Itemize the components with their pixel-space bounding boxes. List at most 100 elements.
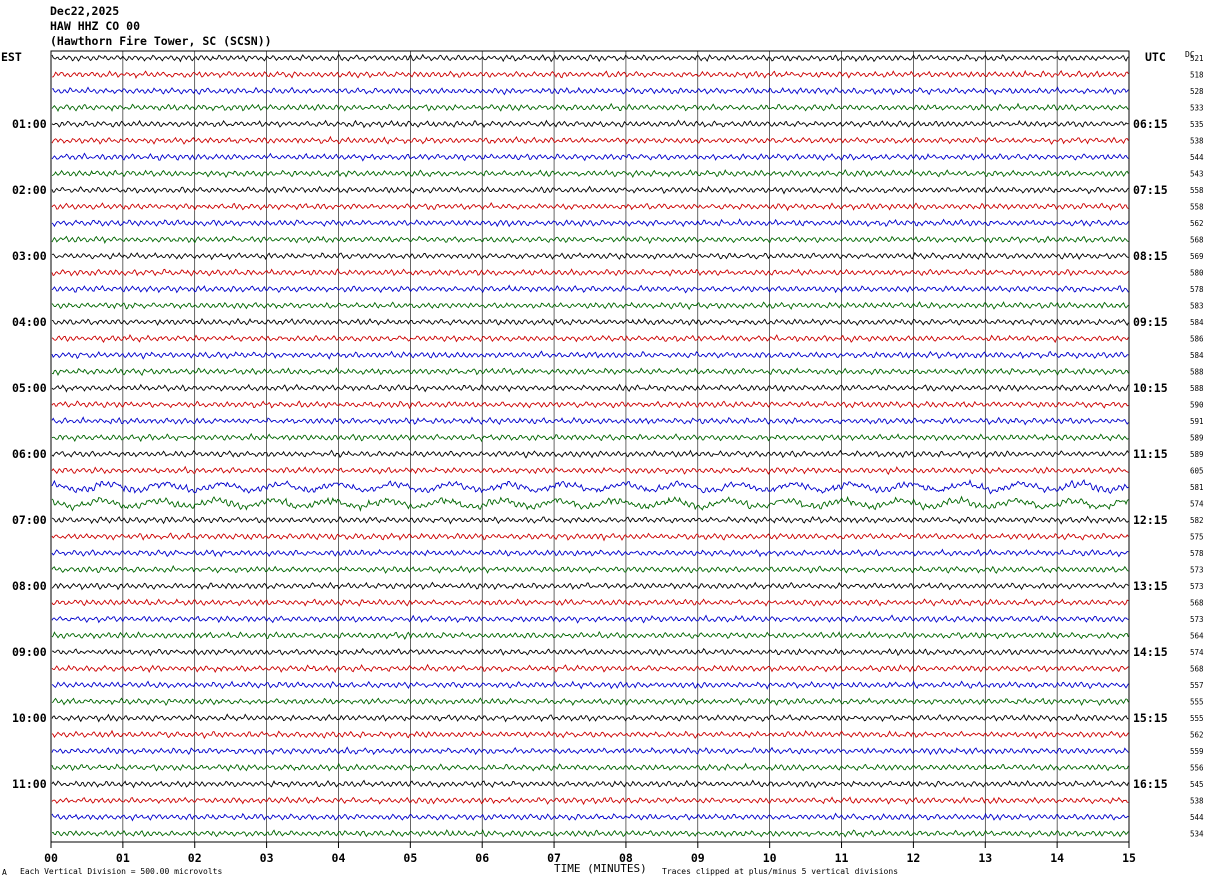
plot-frame — [50, 50, 1130, 843]
seismic-trace — [51, 235, 1129, 245]
corner-mark: A — [2, 868, 7, 877]
dc-offset-value: 582 — [1190, 516, 1204, 525]
dc-offset-value: 555 — [1190, 714, 1204, 723]
left-zone-label: EST — [1, 50, 22, 64]
dc-offset-value: 583 — [1190, 302, 1204, 311]
dc-offset-value: 574 — [1190, 648, 1204, 657]
seismic-trace — [51, 333, 1129, 344]
header-channel: HAW HHZ CO 00 — [50, 19, 141, 33]
dc-offset-value: 521 — [1190, 54, 1204, 63]
est-hour-label: 06:00 — [12, 447, 47, 461]
dc-label: DC — [1185, 50, 1195, 59]
seismic-trace — [51, 102, 1129, 112]
x-tick-label: 13 — [978, 851, 992, 865]
dc-offset-value: 528 — [1190, 87, 1204, 96]
seismic-trace — [51, 69, 1129, 80]
dc-offset-value: 543 — [1190, 170, 1204, 179]
seismic-trace — [51, 548, 1129, 558]
seismic-trace — [51, 796, 1129, 806]
utc-hour-label: 11:15 — [1133, 447, 1168, 461]
x-tick-label: 02 — [188, 851, 202, 865]
dc-offset-value: 573 — [1190, 566, 1204, 575]
x-tick-label: 12 — [906, 851, 920, 865]
scale-note: Each Vertical Division = 500.00 microvol… — [20, 867, 223, 876]
seismic-trace — [51, 119, 1129, 129]
est-hour-label: 11:00 — [12, 777, 47, 791]
dc-offset-value: 590 — [1190, 401, 1204, 410]
seismic-trace — [51, 251, 1129, 261]
clip-note: Traces clipped at plus/minus 5 vertical … — [662, 867, 899, 876]
x-axis-title: TIME (MINUTES) — [554, 862, 647, 875]
grid — [122, 51, 1058, 842]
utc-hour-label: 15:15 — [1133, 711, 1168, 725]
dc-offset-value: 545 — [1190, 780, 1204, 789]
hour-labels: 01:00 06:15 02:00 07:15 03:00 08:15 04:00 09:15… — [12, 117, 1168, 791]
dc-offset-value: 574 — [1190, 500, 1204, 509]
seismic-trace — [51, 779, 1129, 789]
x-tick-label: 00 — [44, 851, 58, 865]
dc-offset-value: 564 — [1190, 632, 1204, 641]
dc-offset-value: 538 — [1190, 797, 1204, 806]
dc-offset-value: 555 — [1190, 698, 1204, 707]
x-tick-label: 09 — [691, 851, 705, 865]
dc-offset-value: 586 — [1190, 335, 1204, 344]
dc-offset-value: 518 — [1190, 71, 1204, 80]
est-hour-label: 01:00 — [12, 117, 47, 131]
x-tick-label: 15 — [1122, 851, 1136, 865]
est-hour-label: 05:00 — [12, 381, 47, 395]
dc-offset-value: 544 — [1190, 813, 1204, 822]
dc-offset-value: 584 — [1190, 318, 1204, 327]
dc-offset-value: 591 — [1190, 417, 1204, 426]
seismic-trace — [51, 152, 1129, 162]
est-hour-label: 09:00 — [12, 645, 47, 659]
seismic-trace — [51, 598, 1129, 607]
est-hour-label: 02:00 — [12, 183, 47, 197]
seismic-trace — [51, 168, 1129, 179]
x-tick-label: 05 — [403, 851, 417, 865]
right-zone-label: UTC — [1145, 50, 1166, 64]
dc-offset-value: 544 — [1190, 153, 1204, 162]
x-tick-label: 03 — [260, 851, 274, 865]
dc-offset-value: 584 — [1190, 351, 1204, 360]
seismic-trace — [51, 350, 1129, 360]
dc-offset-value: 557 — [1190, 681, 1204, 690]
seismic-trace — [51, 449, 1129, 459]
utc-hour-label: 14:15 — [1133, 645, 1168, 659]
seismic-trace — [51, 581, 1129, 591]
seismic-trace — [51, 680, 1129, 690]
seismic-trace — [51, 367, 1129, 377]
dc-offset-value: 589 — [1190, 434, 1204, 443]
utc-hour-label: 12:15 — [1133, 513, 1168, 527]
dc-offset-value: 535 — [1190, 120, 1204, 129]
seismic-trace — [51, 135, 1129, 145]
x-tick-label: 06 — [475, 851, 489, 865]
dc-offset-value: 588 — [1190, 368, 1204, 377]
dc-offset-value: 533 — [1190, 104, 1204, 113]
seismic-trace — [51, 202, 1129, 212]
utc-hour-label: 06:15 — [1133, 117, 1168, 131]
est-hour-label: 08:00 — [12, 579, 47, 593]
seismic-trace — [51, 495, 1129, 513]
seismic-trace — [51, 746, 1129, 756]
seismic-trace — [51, 416, 1129, 426]
utc-hour-label: 10:15 — [1133, 381, 1168, 395]
x-tick-label: 01 — [116, 851, 130, 865]
seismic-trace — [51, 86, 1129, 96]
dc-offset-value: 589 — [1190, 450, 1204, 459]
seismic-trace — [51, 663, 1129, 674]
dc-offset-labels: 521 518 528 533 535 538 544 543 558 558 562 568 569 5… — [1190, 54, 1204, 839]
x-ticks: 00 01 02 03 04 05 06 07 08 09 10 11 12 13 14 15 — [44, 842, 1136, 865]
seismic-trace — [51, 812, 1129, 822]
seismic-trace — [51, 185, 1129, 195]
seismic-trace — [51, 317, 1129, 327]
utc-hour-label: 09:15 — [1133, 315, 1168, 329]
est-hour-label: 07:00 — [12, 513, 47, 527]
dc-offset-value: 580 — [1190, 269, 1204, 278]
seismic-trace — [51, 432, 1129, 443]
seismic-trace — [51, 284, 1129, 294]
x-tick-label: 04 — [332, 851, 346, 865]
dc-offset-value: 569 — [1190, 252, 1204, 261]
seismic-trace — [51, 713, 1129, 723]
dc-offset-value: 605 — [1190, 467, 1204, 476]
dc-offset-value: 573 — [1190, 582, 1204, 591]
